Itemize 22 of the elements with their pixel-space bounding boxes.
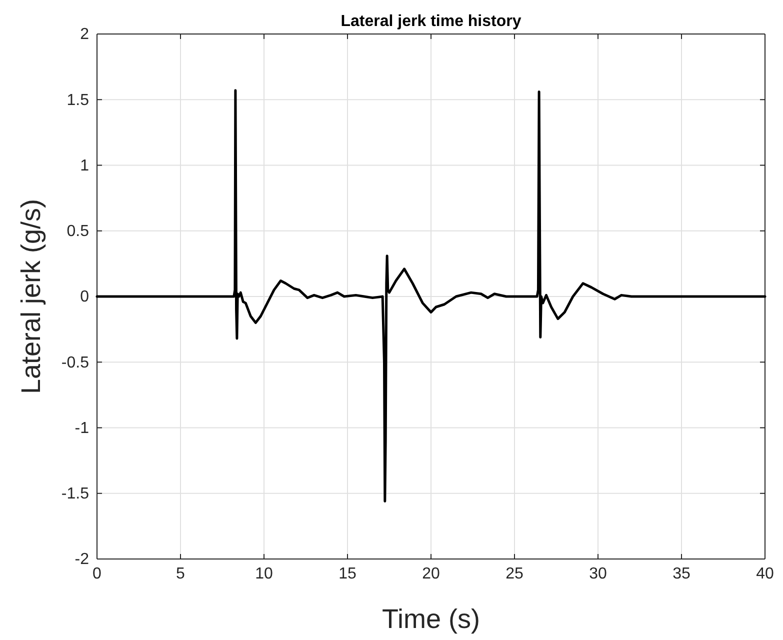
- x-tick-label: 25: [506, 565, 524, 582]
- y-tick-label: -2: [74, 551, 90, 568]
- y-tick-label: 0.5: [66, 222, 90, 240]
- y-tick-label: -1.5: [61, 485, 90, 502]
- x-tick-label: 15: [338, 565, 356, 582]
- x-tick-label: 5: [176, 565, 186, 582]
- x-tick-label: 0: [92, 565, 102, 582]
- y-tick-label: 1: [80, 157, 90, 174]
- y-tick-label: 0: [80, 288, 90, 306]
- x-axis-title: Time (s): [382, 604, 480, 634]
- line-series: [96, 89, 766, 502]
- y-tick-label: -1: [74, 420, 90, 437]
- x-tick-label: 40: [756, 565, 774, 582]
- y-tick-label: -0.5: [61, 354, 90, 372]
- chart-title: Lateral jerk time history: [340, 13, 522, 30]
- y-tick-label: 2: [80, 26, 90, 44]
- x-tick-label: 20: [422, 565, 440, 582]
- x-tick-label: 30: [589, 565, 607, 582]
- x-tick-label: 35: [672, 565, 690, 582]
- y-tick-label: 1.5: [66, 92, 90, 109]
- y-axis-title: Lateral jerk (g/s): [16, 198, 46, 394]
- x-tick-label: 10: [255, 565, 273, 582]
